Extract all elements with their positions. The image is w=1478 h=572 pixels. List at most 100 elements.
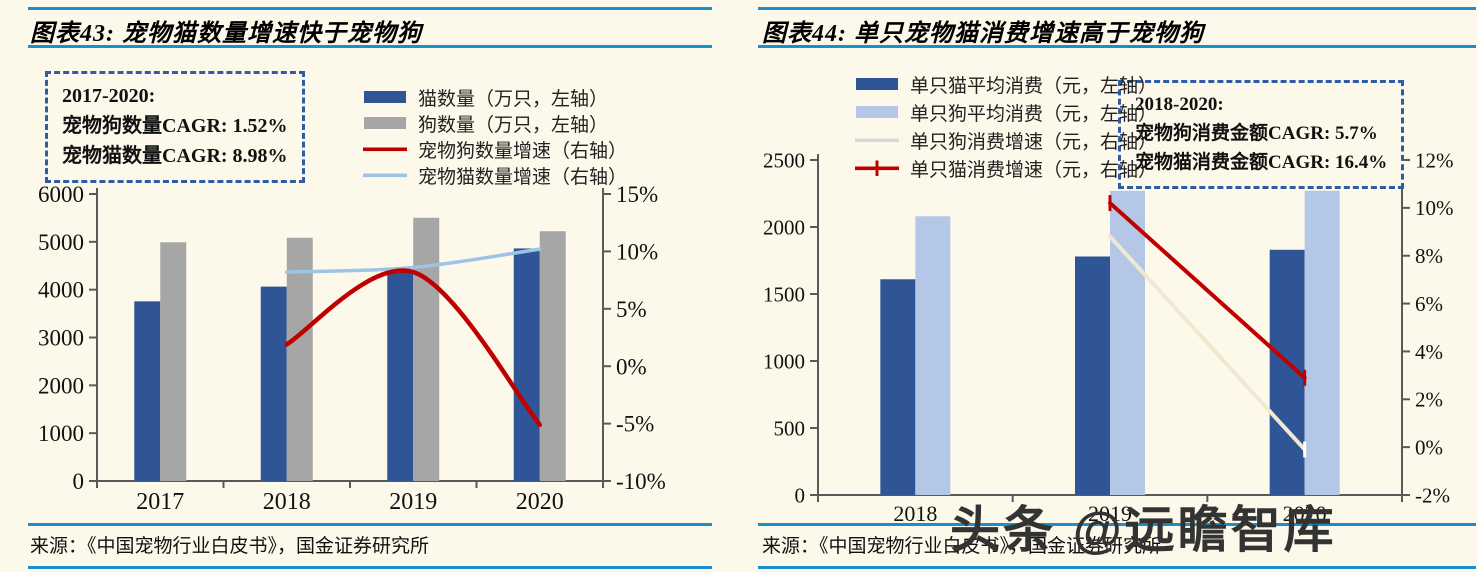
panel-bottom-rule bbox=[28, 566, 712, 569]
x-axis-category-label: 2018 bbox=[263, 489, 311, 515]
figure-43-source-note: 来源：《中国宠物行业白皮书》，国金证券研究所 bbox=[30, 536, 430, 557]
left-axis-tick-label: 0 bbox=[795, 483, 806, 507]
left-axis-tick-label: 1000 bbox=[38, 421, 84, 446]
cagr-box-line: 宠物狗消费金额CAGR: 5.7% bbox=[1135, 123, 1378, 144]
figure-43-title: 图表43: 宠物猫数量增速快于宠物狗 bbox=[30, 21, 422, 47]
left-axis-tick-label: 2000 bbox=[38, 373, 84, 398]
bar bbox=[160, 242, 187, 481]
legend-item: 宠物狗数量增速（右轴） bbox=[363, 136, 627, 162]
bar bbox=[413, 217, 440, 481]
legend-label: 宠物猫数量增速（右轴） bbox=[418, 166, 628, 188]
left-axis-tick-label: 0 bbox=[73, 469, 85, 494]
legend-swatch-line-icon bbox=[363, 173, 407, 178]
left-axis-tick-label: 500 bbox=[774, 416, 806, 440]
right-axis-tick-label: 10% bbox=[616, 239, 658, 264]
legend-label: 猫数量（万只，左轴） bbox=[418, 88, 609, 110]
right-axis-tick-label: 8% bbox=[1415, 244, 1443, 268]
bar bbox=[387, 269, 414, 481]
right-axis-tick-label: -5% bbox=[616, 412, 654, 437]
left-axis-tick-label: 1000 bbox=[763, 349, 805, 373]
cagr-box-2017-2020: 2017-2020: 宠物狗数量CAGR: 1.52% 宠物猫数量CAGR: 8… bbox=[45, 71, 305, 183]
legend-label: 狗数量（万只，左轴） bbox=[418, 114, 609, 136]
x-axis-category-label: 2020 bbox=[1283, 501, 1327, 526]
figure-44-chart: 0 500 1000 1500 2000 2500 -2% 0% 2% 4% 6% 8% 10% 12% 2… bbox=[763, 148, 1454, 526]
right-axis-tick-label: 10% bbox=[1415, 196, 1454, 220]
title-top-rule bbox=[758, 7, 1476, 10]
legend-swatch-line-icon bbox=[363, 147, 407, 152]
watermark: 头条 @远瞻智库 bbox=[950, 502, 1337, 558]
right-axis-tick-label: 6% bbox=[1415, 292, 1443, 316]
cagr-box-2018-2020: 2018-2020: 宠物狗消费金额CAGR: 5.7% 宠物猫消费金额CAGR… bbox=[1118, 80, 1405, 189]
legend-label: 宠物狗数量增速（右轴） bbox=[418, 140, 628, 162]
figure-44-legend: 单只猫平均消费（元，左轴） 单只狗平均消费（元，左轴） 单只狗消费增速（元，右轴） 单… bbox=[855, 70, 1157, 182]
x-axis-category-label: 2019 bbox=[1088, 501, 1132, 526]
bar bbox=[1110, 190, 1145, 495]
left-axis-tick-label: 1500 bbox=[763, 282, 805, 306]
right-axis-tick-label: 0% bbox=[1415, 435, 1443, 459]
bar bbox=[134, 301, 161, 481]
legend-item: 单只猫平均消费（元，左轴） bbox=[855, 70, 1157, 98]
legend-label: 单只猫消费增速（元，右轴） bbox=[910, 159, 1158, 181]
cagr-box-line: 2018-2020: bbox=[1135, 94, 1224, 115]
title-top-rule bbox=[28, 7, 712, 10]
legend-item: 单只狗消费增速（元，右轴） bbox=[855, 126, 1157, 154]
left-axis-tick-label: 2500 bbox=[763, 148, 805, 172]
x-axis-category-label: 2017 bbox=[136, 489, 184, 515]
figure-44-title: 图表44: 单只宠物猫消费增速高于宠物狗 bbox=[762, 21, 1204, 47]
right-axis-tick-label: 5% bbox=[616, 297, 647, 322]
figure-44-panel: 图表44: 单只宠物猫消费增速高于宠物狗 2018-2020: 宠物狗消费金额C… bbox=[738, 0, 1478, 572]
left-axis-tick-label: 3000 bbox=[38, 326, 84, 351]
right-axis-tick-label: -10% bbox=[616, 469, 666, 494]
bar bbox=[915, 216, 951, 495]
legend-swatch-bar-icon bbox=[856, 78, 898, 90]
source-top-rule bbox=[28, 523, 712, 526]
x-axis-category-label: 2020 bbox=[516, 489, 564, 515]
right-axis-tick-label: 12% bbox=[1415, 148, 1454, 172]
left-axis-tick-label: 4000 bbox=[38, 278, 84, 303]
bar bbox=[539, 231, 566, 481]
figure-44-source-note: 来源：《中国宠物行业白皮书》，国金证券研究所 bbox=[762, 536, 1162, 557]
right-axis-tick-label: -2% bbox=[1415, 483, 1450, 507]
growth-line bbox=[284, 268, 542, 427]
growth-line bbox=[285, 247, 542, 274]
bar bbox=[880, 279, 916, 495]
left-axis-tick-label: 6000 bbox=[38, 182, 84, 207]
left-axis-tick-label: 5000 bbox=[38, 230, 84, 255]
cagr-box-line: 2017-2020: bbox=[62, 85, 156, 107]
right-axis-tick-label: 0% bbox=[616, 354, 647, 379]
right-axis-tick-label: 4% bbox=[1415, 340, 1443, 364]
growth-line bbox=[1108, 234, 1307, 452]
legend-swatch-line-icon bbox=[855, 138, 899, 143]
legend-label: 单只猫平均消费（元，左轴） bbox=[910, 75, 1158, 97]
legend-item: 猫数量（万只，左轴） bbox=[363, 84, 627, 110]
source-top-rule bbox=[758, 523, 1476, 526]
right-axis-tick-label: 15% bbox=[616, 182, 658, 207]
figure-43-legend: 猫数量（万只，左轴） 狗数量（万只，左轴） 宠物狗数量增速（右轴） 宠物猫数量增速（右… bbox=[363, 84, 627, 188]
legend-swatch-line-plus-icon bbox=[855, 160, 899, 176]
cagr-box-line: 宠物猫消费金额CAGR: 16.4% bbox=[1135, 152, 1388, 173]
legend-item: 宠物猫数量增速（右轴） bbox=[363, 162, 627, 188]
title-bottom-rule bbox=[28, 45, 712, 48]
bar bbox=[1304, 190, 1340, 495]
legend-swatch-bar-icon bbox=[364, 117, 406, 129]
cagr-box-line: 宠物狗数量CAGR: 1.52% bbox=[62, 115, 288, 137]
bar bbox=[1075, 256, 1110, 495]
figure-43-chart: 0 1000 2000 3000 4000 5000 6000 -10% -5% 0% 5% 10% 1… bbox=[38, 182, 666, 515]
bar bbox=[260, 286, 287, 481]
growth-line bbox=[1108, 201, 1307, 380]
legend-item: 单只猫消费增速（元，右轴） bbox=[855, 154, 1157, 182]
cagr-box-line: 宠物猫数量CAGR: 8.98% bbox=[62, 145, 288, 167]
right-axis-tick-label: 2% bbox=[1415, 388, 1443, 412]
legend-item: 狗数量（万只，左轴） bbox=[363, 110, 627, 136]
legend-label: 单只狗消费增速（元，右轴） bbox=[910, 131, 1158, 153]
legend-swatch-bar-icon bbox=[856, 106, 898, 118]
left-axis-tick-label: 2000 bbox=[763, 215, 805, 239]
x-axis-category-label: 2018 bbox=[893, 501, 937, 526]
legend-swatch-bar-icon bbox=[364, 91, 406, 103]
title-bottom-rule bbox=[758, 45, 1476, 48]
x-axis-category-label: 2019 bbox=[389, 489, 437, 515]
panel-bottom-rule bbox=[758, 566, 1476, 569]
figure-43-panel: 图表43: 宠物猫数量增速快于宠物狗 2017-2020: 宠物狗数量CAGR:… bbox=[0, 0, 738, 572]
legend-label: 单只狗平均消费（元，左轴） bbox=[910, 103, 1158, 125]
